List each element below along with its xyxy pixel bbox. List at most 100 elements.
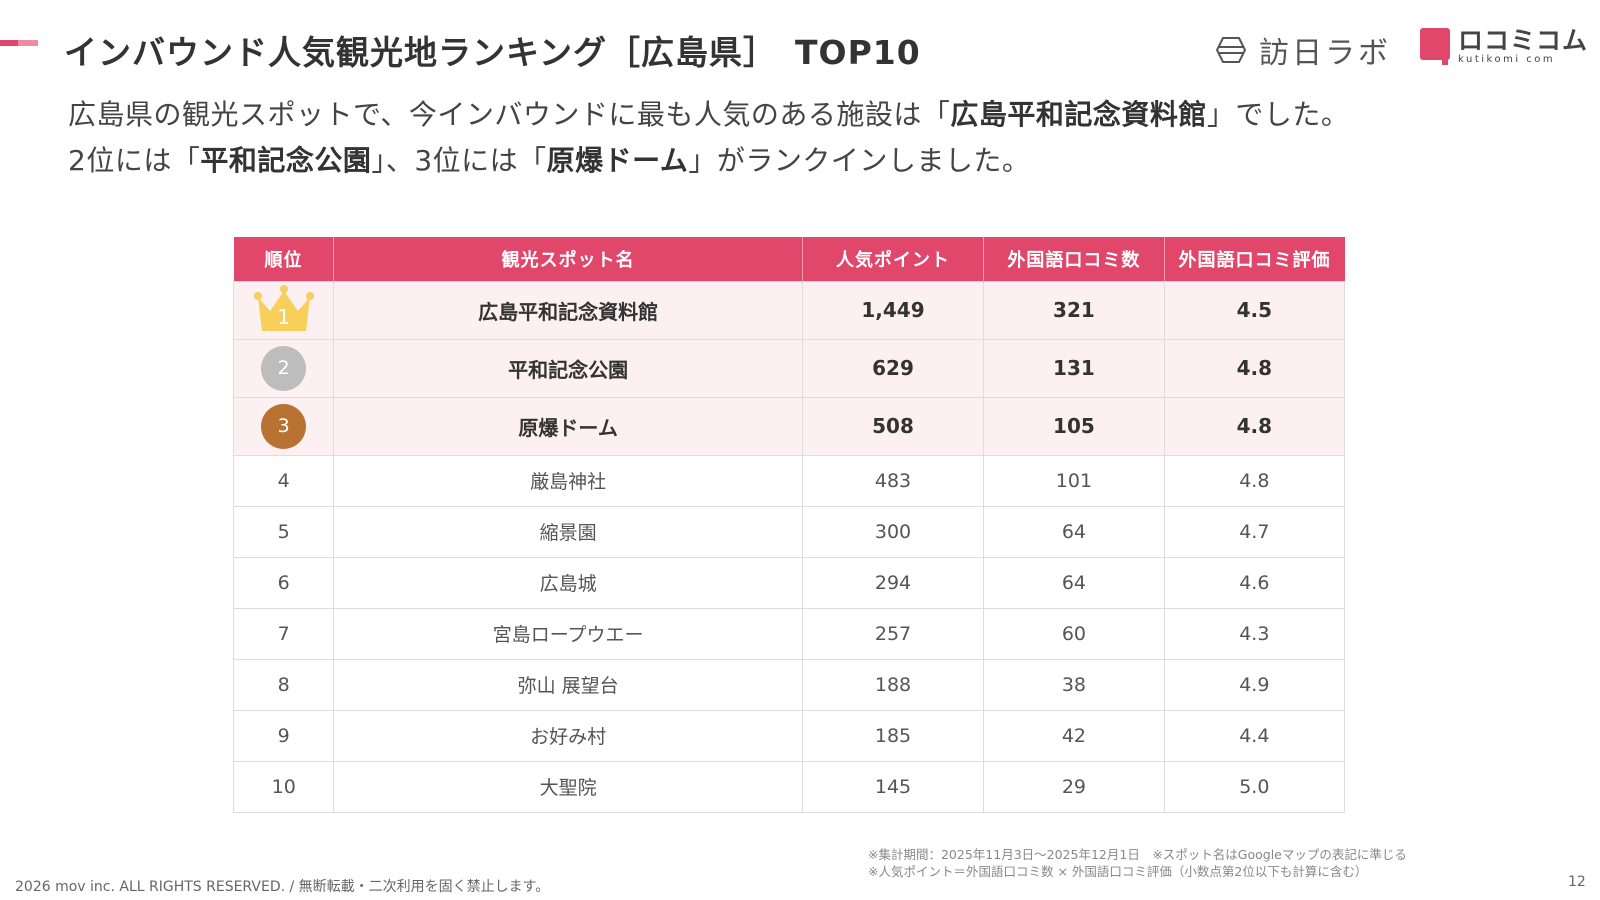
kuchikomi-logo-text: ロコミコム xyxy=(1458,26,1589,55)
lead-highlight-rank1: 広島平和記念資料館 xyxy=(950,98,1207,131)
gold-crown-icon: 1 xyxy=(252,283,316,333)
rank-number: 1 xyxy=(277,304,291,329)
silver-medal-icon: 2 xyxy=(261,345,307,391)
review-count: 42 xyxy=(983,709,1165,762)
rank-cell: 7 xyxy=(232,607,335,660)
popularity-points: 629 xyxy=(801,338,985,398)
popularity-points: 483 xyxy=(801,454,985,507)
spot-name: 宮島ロープウエー xyxy=(333,607,803,660)
column-header-review-rating: 外国語口コミ評価 xyxy=(1164,237,1345,281)
houjin-lab-logo: 訪日ラボ xyxy=(1215,28,1391,72)
review-rating: 4.3 xyxy=(1163,607,1346,660)
bronze-medal-icon: 3 xyxy=(261,403,307,449)
kuchikomi-logo-subtext: kutikomi com xyxy=(1458,54,1556,65)
spot-name: 原爆ドーム xyxy=(333,396,803,456)
review-count: 105 xyxy=(983,396,1165,456)
page-title-suffix: TOP10 xyxy=(795,33,921,72)
spot-name: 大聖院 xyxy=(333,760,803,813)
table-row: 4 厳島神社 483 101 4.8 xyxy=(232,454,1346,507)
footnote-points-formula: ※人気ポイント＝外国語口コミ数 × 外国語口コミ評価（小数点第2位以下も計算に含… xyxy=(868,864,1368,879)
lead-text: 広島県の観光スポットで、今インバウンドに最も人気のある施設は「広島平和記念資料館… xyxy=(68,92,1349,184)
rank-cell: 6 xyxy=(232,556,335,609)
footnotes: ※集計期間：2025年11月3日〜2025年12月1日 ※スポット名はGoogl… xyxy=(868,846,1407,880)
review-rating: 4.4 xyxy=(1163,709,1346,762)
page-title: インバウンド人気観光地ランキング［広島県］ TOP10 xyxy=(64,26,921,74)
rank-cell: 1 xyxy=(232,280,335,340)
kuchikomi-com-logo: ロコミコム kutikomi com xyxy=(1420,28,1588,66)
rank-cell: 4 xyxy=(232,454,335,507)
rank-cell: 9 xyxy=(232,709,335,762)
spot-name: 広島城 xyxy=(333,556,803,609)
copyright-footer: 2026 mov inc. ALL RIGHTS RESERVED. / 無断転… xyxy=(15,879,550,895)
popularity-points: 257 xyxy=(801,607,985,660)
popularity-points: 294 xyxy=(801,556,985,609)
review-count: 60 xyxy=(983,607,1165,660)
review-rating: 4.8 xyxy=(1163,396,1346,456)
review-count: 64 xyxy=(983,556,1165,609)
review-rating: 4.9 xyxy=(1163,658,1346,711)
column-header-review-count: 外国語口コミ数 xyxy=(983,237,1165,281)
spot-name: 厳島神社 xyxy=(333,454,803,507)
title-accent-bar xyxy=(0,40,38,46)
lead-line-2: 2位には「平和記念公園」、3位には「原爆ドーム」がランクインしました。 xyxy=(68,138,1349,184)
rank-cell: 8 xyxy=(232,658,335,711)
review-count: 29 xyxy=(983,760,1165,813)
table-row: 7 宮島ロープウエー 257 60 4.3 xyxy=(232,607,1346,660)
popularity-points: 188 xyxy=(801,658,985,711)
table-row: 6 広島城 294 64 4.6 xyxy=(232,556,1346,609)
rank-cell: 2 xyxy=(232,338,335,398)
column-header-spot-name: 観光スポット名 xyxy=(333,237,803,281)
review-count: 64 xyxy=(983,505,1165,558)
rank-cell: 3 xyxy=(232,396,335,456)
table-row: 3 原爆ドーム 508 105 4.8 xyxy=(232,396,1346,456)
lead-highlight-rank2: 平和記念公園 xyxy=(200,144,372,177)
lead-highlight-rank3: 原爆ドーム xyxy=(546,144,689,177)
page-title-main: インバウンド人気観光地ランキング［広島県］ xyxy=(64,33,778,72)
review-count: 321 xyxy=(983,280,1165,340)
review-rating: 5.0 xyxy=(1163,760,1346,813)
review-rating: 4.8 xyxy=(1163,454,1346,507)
rank-cell: 10 xyxy=(232,760,335,813)
table-row: 9 お好み村 185 42 4.4 xyxy=(232,709,1346,762)
review-rating: 4.5 xyxy=(1163,280,1346,340)
column-header-rank: 順位 xyxy=(233,237,335,281)
popularity-points: 508 xyxy=(801,396,985,456)
accent-bar-light xyxy=(18,40,38,46)
table-row: 10 大聖院 145 29 5.0 xyxy=(232,760,1346,813)
lead-line-1: 広島県の観光スポットで、今インバウンドに最も人気のある施設は「広島平和記念資料館… xyxy=(68,92,1349,138)
footnote-period: ※集計期間：2025年11月3日〜2025年12月1日 ※スポット名はGoogl… xyxy=(868,847,1407,862)
review-count: 101 xyxy=(983,454,1165,507)
spot-name: 縮景園 xyxy=(333,505,803,558)
spot-name: 弥山 展望台 xyxy=(333,658,803,711)
popularity-points: 1,449 xyxy=(801,280,985,340)
spot-name: 広島平和記念資料館 xyxy=(333,280,803,340)
rank-cell: 5 xyxy=(232,505,335,558)
table-header-row: 順位 観光スポット名 人気ポイント 外国語口コミ数 外国語口コミ評価 xyxy=(233,237,1345,281)
lead-line-2-text: 2位には「 xyxy=(68,144,201,177)
speech-bubble-logo-icon xyxy=(1420,28,1450,65)
lead-line-2-mid: 」、3位には「 xyxy=(371,144,547,177)
review-count: 131 xyxy=(983,338,1165,398)
table-row: 8 弥山 展望台 188 38 4.9 xyxy=(232,658,1346,711)
hexagon-logo-icon xyxy=(1215,36,1247,64)
review-rating: 4.8 xyxy=(1163,338,1346,398)
spot-name: お好み村 xyxy=(333,709,803,762)
ranking-table: 順位 観光スポット名 人気ポイント 外国語口コミ数 外国語口コミ評価 1 広 xyxy=(232,237,1346,813)
review-count: 38 xyxy=(983,658,1165,711)
popularity-points: 145 xyxy=(801,760,985,813)
popularity-points: 300 xyxy=(801,505,985,558)
review-rating: 4.7 xyxy=(1163,505,1346,558)
lead-line-2-end: 」がランクインしました。 xyxy=(688,144,1031,177)
lead-line-1-end: 」でした。 xyxy=(1206,98,1350,131)
lead-line-1-text: 広島県の観光スポットで、今インバウンドに最も人気のある施設は「 xyxy=(68,98,951,131)
spot-name: 平和記念公園 xyxy=(333,338,803,398)
houjin-lab-logo-text: 訪日ラボ xyxy=(1259,36,1391,71)
page-number: 12 xyxy=(1568,874,1586,890)
table-row: 5 縮景園 300 64 4.7 xyxy=(232,505,1346,558)
accent-bar-dark xyxy=(0,40,18,46)
column-header-points: 人気ポイント xyxy=(802,237,985,281)
review-rating: 4.6 xyxy=(1163,556,1346,609)
table-row: 1 広島平和記念資料館 1,449 321 4.5 xyxy=(232,280,1346,340)
popularity-points: 185 xyxy=(801,709,985,762)
table-row: 2 平和記念公園 629 131 4.8 xyxy=(232,338,1346,398)
